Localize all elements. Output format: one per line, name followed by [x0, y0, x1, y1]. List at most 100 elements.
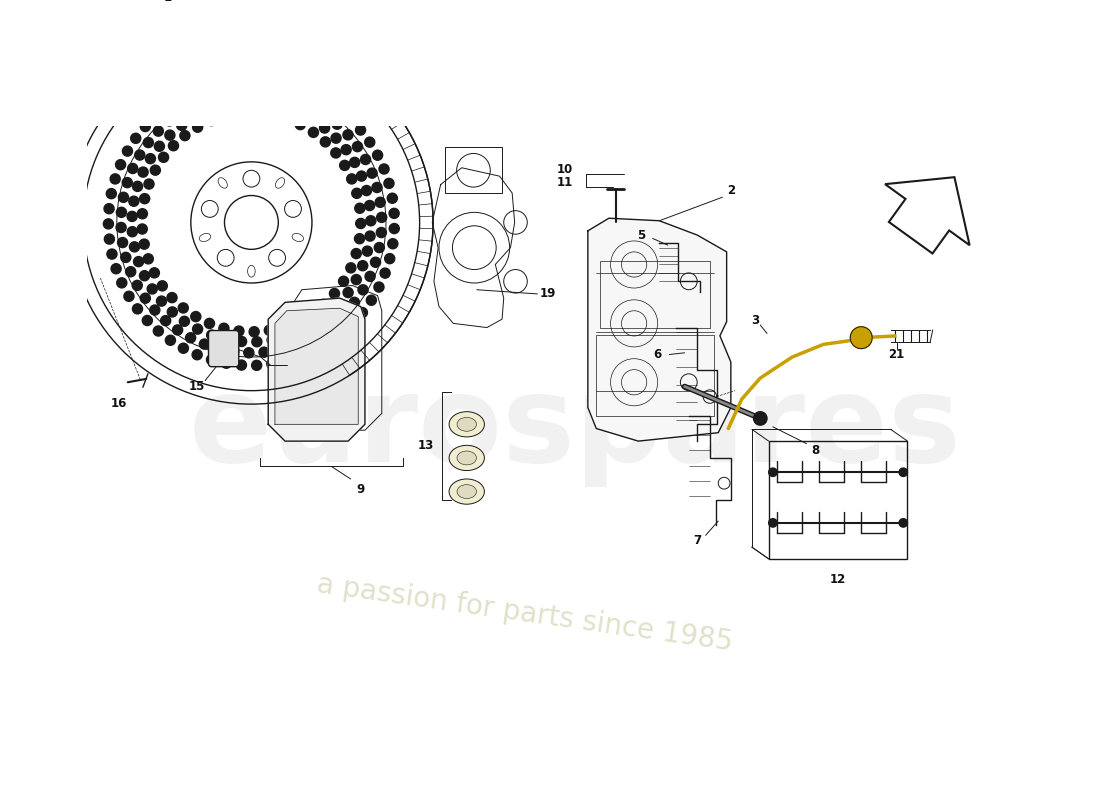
Text: 12: 12 — [830, 574, 846, 586]
Circle shape — [205, 94, 214, 104]
Circle shape — [249, 74, 258, 85]
Circle shape — [138, 167, 148, 177]
Circle shape — [213, 344, 224, 354]
Circle shape — [264, 326, 274, 335]
Bar — [444, 146, 502, 193]
Ellipse shape — [456, 451, 476, 465]
Circle shape — [345, 263, 356, 273]
Circle shape — [339, 276, 349, 286]
Circle shape — [233, 88, 244, 98]
Circle shape — [190, 100, 200, 110]
Circle shape — [387, 193, 397, 203]
Circle shape — [140, 239, 150, 249]
Circle shape — [107, 249, 117, 259]
Text: 7: 7 — [693, 534, 702, 547]
Circle shape — [205, 318, 214, 329]
Circle shape — [372, 182, 382, 193]
Circle shape — [145, 154, 155, 164]
Circle shape — [279, 91, 289, 102]
Circle shape — [134, 150, 145, 160]
Circle shape — [367, 168, 377, 178]
Circle shape — [358, 307, 367, 318]
Circle shape — [165, 130, 175, 140]
Circle shape — [346, 174, 356, 184]
Bar — [601, 261, 710, 328]
Circle shape — [375, 198, 385, 207]
Circle shape — [150, 305, 160, 315]
Circle shape — [192, 122, 202, 132]
Circle shape — [320, 110, 330, 120]
Circle shape — [122, 146, 132, 156]
Text: 15: 15 — [188, 380, 205, 393]
Circle shape — [320, 137, 330, 147]
Circle shape — [365, 137, 375, 147]
Circle shape — [219, 77, 229, 87]
Circle shape — [249, 326, 260, 337]
Circle shape — [158, 152, 168, 162]
Circle shape — [322, 310, 332, 320]
Circle shape — [310, 318, 320, 329]
Circle shape — [234, 326, 244, 336]
Circle shape — [252, 360, 262, 370]
Text: 11: 11 — [557, 175, 573, 189]
Circle shape — [754, 412, 767, 425]
Circle shape — [204, 106, 213, 116]
Circle shape — [310, 346, 320, 355]
Circle shape — [142, 315, 153, 326]
Circle shape — [769, 468, 777, 477]
Text: 2: 2 — [727, 184, 735, 197]
Circle shape — [151, 165, 161, 175]
Circle shape — [154, 142, 164, 151]
Circle shape — [850, 326, 872, 349]
Circle shape — [308, 88, 318, 98]
Text: 16: 16 — [111, 397, 128, 410]
Circle shape — [132, 280, 142, 290]
Circle shape — [340, 160, 350, 170]
Circle shape — [899, 468, 907, 477]
Circle shape — [341, 145, 351, 154]
Circle shape — [264, 75, 274, 86]
Circle shape — [251, 108, 262, 118]
Circle shape — [316, 328, 326, 338]
Circle shape — [130, 242, 140, 252]
Text: 3: 3 — [751, 314, 759, 327]
Circle shape — [104, 234, 114, 244]
Text: 8: 8 — [811, 444, 819, 457]
Circle shape — [266, 110, 276, 120]
Circle shape — [331, 133, 341, 143]
Text: 5: 5 — [637, 229, 645, 242]
Circle shape — [258, 347, 270, 358]
Text: 10: 10 — [557, 163, 573, 176]
Circle shape — [333, 104, 343, 114]
Circle shape — [236, 109, 246, 118]
Circle shape — [307, 309, 317, 318]
Circle shape — [140, 270, 150, 281]
Circle shape — [117, 278, 126, 288]
Circle shape — [221, 358, 231, 368]
Circle shape — [107, 189, 117, 198]
Circle shape — [141, 122, 151, 131]
Circle shape — [133, 257, 144, 266]
Circle shape — [352, 142, 363, 152]
Circle shape — [128, 163, 138, 174]
Ellipse shape — [456, 485, 476, 498]
Circle shape — [192, 324, 202, 334]
Circle shape — [153, 126, 164, 136]
Circle shape — [355, 203, 365, 214]
Circle shape — [374, 242, 384, 253]
Circle shape — [387, 238, 398, 249]
Circle shape — [384, 178, 394, 189]
Circle shape — [264, 88, 274, 98]
Circle shape — [361, 154, 371, 165]
Ellipse shape — [449, 412, 484, 437]
Circle shape — [350, 158, 360, 167]
Circle shape — [348, 319, 358, 329]
Polygon shape — [268, 298, 365, 441]
Circle shape — [389, 208, 399, 218]
Text: 13: 13 — [417, 439, 433, 452]
Circle shape — [173, 325, 183, 335]
Circle shape — [207, 330, 217, 340]
Circle shape — [319, 123, 330, 133]
Circle shape — [351, 249, 361, 258]
Circle shape — [119, 192, 129, 202]
